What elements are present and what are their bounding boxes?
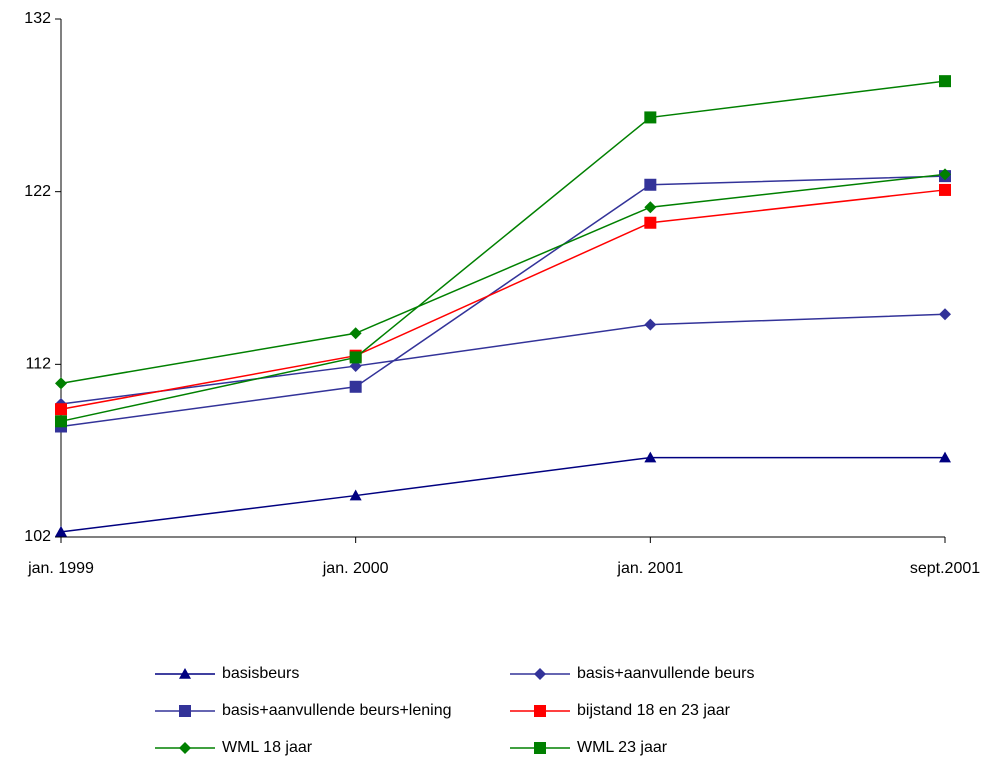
series-line (60, 313, 946, 405)
legend-label: basis+aanvullende beurs+lening (222, 702, 452, 719)
marker (644, 216, 657, 229)
marker (55, 377, 67, 390)
series-line (60, 173, 946, 385)
legend-label: WML 18 jaar (222, 739, 313, 756)
marker (939, 451, 951, 463)
x-tick-label: sept.2001 (910, 560, 980, 577)
y-tick-label: 102 (24, 528, 51, 545)
legend-label: bijstand 18 en 23 jaar (577, 702, 731, 719)
marker (55, 525, 67, 537)
marker (55, 415, 67, 428)
x-tick-label: jan. 1999 (27, 560, 94, 577)
series-line (60, 175, 946, 428)
legend-label: basisbeurs (222, 665, 299, 682)
marker (349, 351, 362, 364)
series-line (60, 456, 945, 533)
marker (644, 178, 657, 191)
marker (349, 380, 362, 393)
marker (644, 318, 657, 331)
marker (349, 327, 362, 340)
y-tick-label: 132 (24, 10, 51, 27)
marker (644, 201, 657, 214)
marker (644, 451, 657, 463)
x-tick-label: jan. 2001 (616, 560, 683, 577)
legend-marker (179, 742, 191, 754)
series-line (60, 189, 946, 410)
series-line (60, 80, 946, 423)
marker (939, 168, 951, 181)
marker (349, 489, 362, 501)
legend-marker (179, 705, 191, 717)
marker (55, 403, 67, 416)
marker (644, 111, 657, 124)
legend-label: basis+aanvullende beurs (577, 665, 754, 682)
legend-label: WML 23 jaar (577, 739, 668, 756)
marker (939, 183, 951, 196)
legend-marker (534, 742, 546, 754)
x-tick-label: jan. 2000 (322, 560, 389, 577)
y-tick-label: 122 (24, 183, 51, 200)
legend-marker (534, 705, 546, 717)
marker (939, 308, 951, 321)
marker (939, 75, 951, 88)
y-tick-label: 112 (25, 356, 51, 373)
legend-marker (179, 668, 191, 679)
legend-marker (534, 668, 546, 680)
